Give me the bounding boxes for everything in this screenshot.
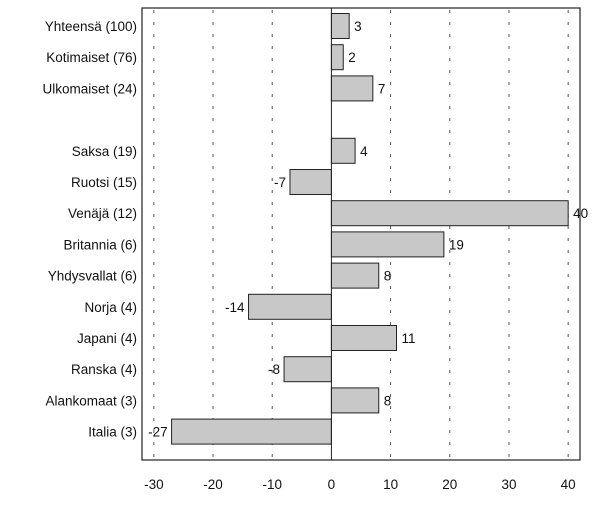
category-label: Japani (4): [77, 331, 137, 346]
value-label: 19: [449, 237, 464, 252]
x-axis-ticks: -30 -20 -10 0 10 20 30 40: [144, 477, 576, 492]
category-label: Saksa (19): [72, 144, 137, 159]
bar: [330, 387, 380, 414]
value-label: 3: [354, 19, 362, 34]
bar: [330, 75, 374, 102]
bar: [330, 262, 380, 289]
category-label: Italia (3): [88, 425, 137, 440]
category-label: Yhdysvallat (6): [48, 269, 137, 284]
category-label: Ranska (4): [71, 362, 137, 377]
value-label: -7: [274, 175, 286, 190]
bar: [171, 418, 332, 445]
category-label: Ruotsi (15): [71, 175, 137, 190]
bars: [171, 13, 569, 445]
value-label: 11: [402, 331, 416, 346]
x-tick-label: -10: [262, 477, 282, 492]
plot-frame: [141, 7, 581, 461]
x-tick-label: 20: [442, 477, 457, 492]
bar: [248, 293, 332, 320]
x-tick-label: -30: [144, 477, 164, 492]
value-label: 40: [573, 206, 588, 221]
value-label: 8: [384, 269, 392, 284]
value-label: -27: [148, 425, 168, 440]
grid-lines: [153, 10, 569, 458]
bar: [330, 13, 350, 39]
value-label: 2: [348, 50, 356, 65]
x-tick-label: 40: [561, 477, 576, 492]
x-tick-label: 0: [328, 477, 336, 492]
category-label: Britannia (6): [63, 237, 137, 252]
bar: [283, 356, 332, 383]
category-label: Ulkomaiset (24): [42, 81, 137, 96]
bar: [330, 44, 344, 71]
value-label: -14: [225, 300, 245, 315]
value-label: 8: [384, 393, 392, 408]
x-tick-label: 30: [501, 477, 516, 492]
category-label: Kotimaiset (76): [46, 50, 137, 65]
value-label: -8: [268, 362, 280, 377]
bar: [330, 137, 356, 164]
value-labels: 3 2 7 4 -7 40 19 8 -14 11 -8 8 -27: [148, 19, 588, 440]
category-label: Norja (4): [84, 300, 137, 315]
bar: [330, 325, 398, 351]
value-label: 4: [360, 144, 368, 159]
bar: [289, 169, 332, 195]
bar: [330, 200, 569, 227]
value-label: 7: [378, 81, 386, 96]
category-label: Venäjä (12): [68, 206, 137, 221]
category-labels: Yhteensä (100) Kotimaiset (76) Ulkomaiset …: [42, 19, 137, 440]
category-label: Alankomaat (3): [45, 393, 137, 408]
x-tick-label: -20: [203, 477, 223, 492]
bar: [330, 231, 445, 258]
category-label: Yhteensä (100): [45, 19, 137, 34]
x-tick-label: 10: [383, 477, 398, 492]
